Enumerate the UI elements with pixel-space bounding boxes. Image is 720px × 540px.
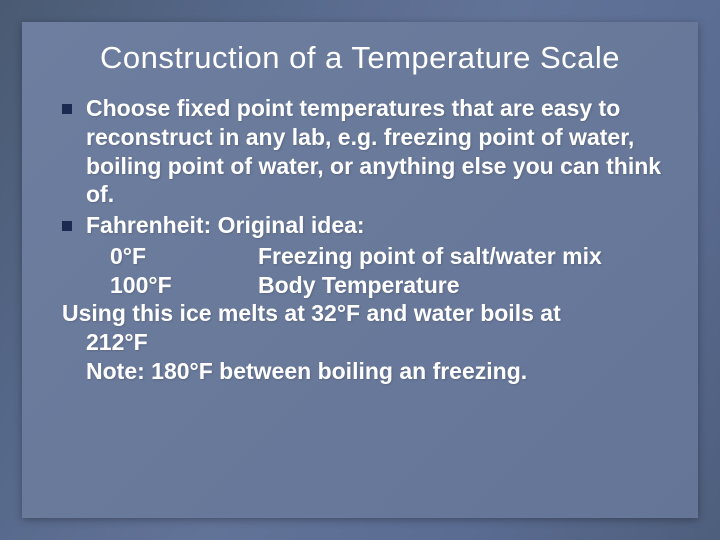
sub-item-left: 0°F bbox=[110, 242, 258, 271]
sub-item-right: Freezing point of salt/water mix bbox=[258, 242, 602, 271]
continuation-line: Using this ice melts at 32°F and water b… bbox=[62, 299, 666, 328]
slide: Construction of a Temperature Scale Choo… bbox=[0, 0, 720, 540]
sub-item-right: Body Temperature bbox=[258, 271, 460, 300]
continuation-line: 212°F bbox=[62, 328, 666, 357]
continuation-line: Note: 180°F between boiling an freezing. bbox=[62, 357, 666, 386]
slide-title: Construction of a Temperature Scale bbox=[22, 22, 698, 86]
body-area: Choose fixed point temperatures that are… bbox=[22, 86, 698, 386]
bullet-square-icon bbox=[62, 104, 72, 114]
bullet-text: Choose fixed point temperatures that are… bbox=[86, 94, 666, 209]
bullet-square-icon bbox=[62, 221, 72, 231]
bullet-item: Fahrenheit: Original idea: bbox=[62, 211, 666, 240]
bullet-text: Fahrenheit: Original idea: bbox=[86, 211, 365, 240]
content-box: Construction of a Temperature Scale Choo… bbox=[22, 22, 698, 518]
sub-item: 100°F Body Temperature bbox=[62, 271, 666, 300]
bullet-item: Choose fixed point temperatures that are… bbox=[62, 94, 666, 209]
sub-item-left: 100°F bbox=[110, 271, 258, 300]
sub-item: 0°F Freezing point of salt/water mix bbox=[62, 242, 666, 271]
